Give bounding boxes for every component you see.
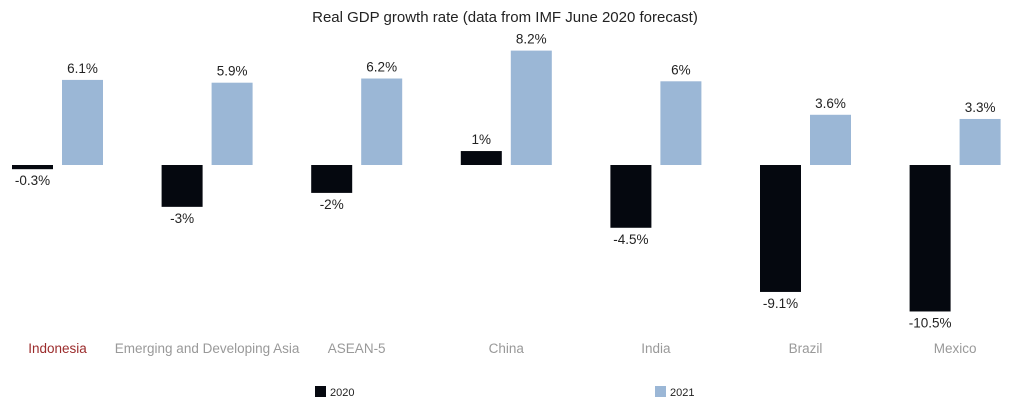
bar-2020-brazil [760, 165, 801, 292]
data-label: 6.2% [366, 60, 397, 75]
bar-2020-china [460, 151, 502, 165]
data-label: 5.9% [217, 64, 248, 79]
bar-2020-asean-5 [311, 165, 353, 193]
bar-2021-asean-5 [361, 78, 403, 165]
data-label: -9.1% [763, 296, 798, 311]
category-label: Indonesia [28, 341, 87, 356]
category-label: Brazil [789, 341, 823, 356]
legend-swatch-2021 [655, 386, 666, 397]
bar-2021-brazil [810, 114, 851, 165]
bar-2020-emerging-and-developing-asia [161, 165, 203, 207]
category-label: Emerging and Developing Asia [115, 341, 300, 356]
data-label: -2% [320, 197, 344, 212]
legend-swatch-2020 [315, 386, 326, 397]
category-label: ASEAN-5 [328, 341, 386, 356]
category-label: India [641, 341, 671, 356]
legend-label-2021: 2021 [670, 387, 694, 399]
bar-2020-indonesia [12, 165, 53, 170]
bar-2020-mexico [909, 165, 951, 312]
legend-label-2020: 2020 [330, 387, 354, 399]
data-label: 8.2% [516, 32, 547, 47]
data-label: 1% [472, 132, 492, 147]
data-label: 3.6% [815, 96, 846, 111]
bar-2021-mexico [959, 118, 1001, 165]
chart-title: Real GDP growth rate (data from IMF June… [312, 9, 698, 26]
bar-2021-indonesia [62, 79, 103, 165]
bar-2021-china [510, 50, 552, 165]
data-label: -0.3% [15, 173, 50, 188]
data-label: 3.3% [965, 100, 996, 115]
category-label: China [489, 341, 525, 356]
data-label: -4.5% [613, 232, 648, 247]
bar-2021-emerging-and-developing-asia [211, 82, 253, 165]
data-label: -10.5% [909, 315, 952, 330]
data-label: 6% [671, 62, 691, 77]
category-label: Mexico [934, 341, 977, 356]
data-label: -3% [170, 211, 194, 226]
bar-2021-india [660, 81, 702, 165]
bar-2020-india [610, 165, 652, 228]
data-label: 6.1% [67, 61, 98, 76]
